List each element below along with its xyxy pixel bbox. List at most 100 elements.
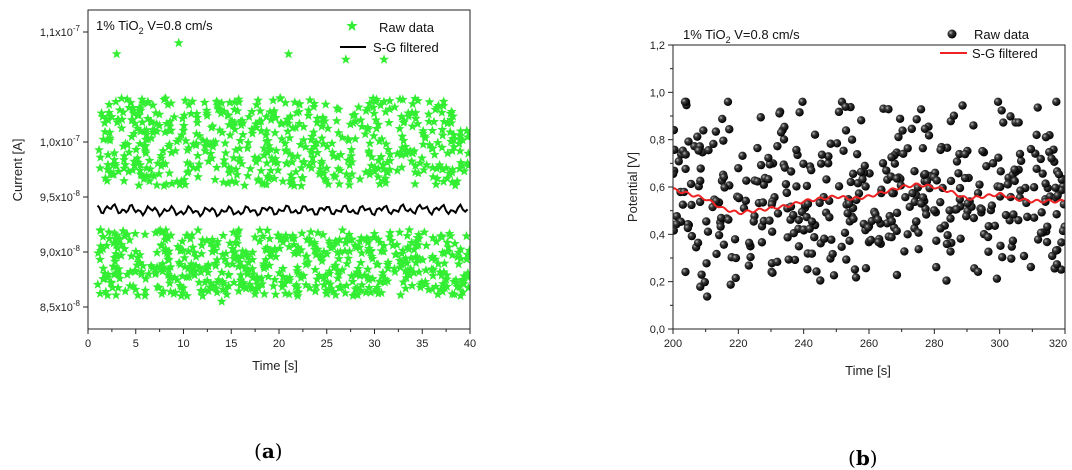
chart-a-raw-point	[439, 248, 450, 258]
chart-b-raw-point	[816, 159, 826, 168]
chart-a-raw-point	[428, 264, 439, 275]
chart-a-raw-point	[328, 241, 339, 252]
chart-a-raw-point	[95, 152, 106, 162]
chart-a-raw-point	[197, 234, 208, 245]
chart-a-raw-point	[113, 166, 124, 176]
chart-a-raw-point	[135, 159, 146, 170]
chart-a-raw-point	[394, 255, 405, 265]
chart-a-raw-point	[232, 238, 243, 248]
chart-a-raw-point	[236, 158, 247, 169]
chart-a-raw-point	[160, 243, 171, 254]
chart-a-raw-point	[400, 141, 411, 151]
chart-a-raw-point	[217, 276, 228, 286]
chart-b-raw-point	[773, 209, 783, 218]
chart-a-raw-point	[261, 111, 272, 122]
chart-a-raw-point	[377, 270, 388, 281]
chart-a-raw-point	[374, 276, 385, 286]
chart-a-raw-point	[304, 282, 315, 293]
chart-a-raw-point	[396, 111, 407, 121]
chart-a-raw-point	[362, 264, 373, 274]
chart-b-raw-point	[842, 255, 851, 264]
chart-a-raw-point	[233, 261, 244, 271]
chart-a-raw-point	[227, 243, 238, 253]
chart-b-raw-point	[1029, 183, 1039, 192]
chart-a-raw-point	[235, 280, 246, 290]
chart-a-raw-point	[94, 144, 104, 155]
chart-a-raw-point	[188, 162, 199, 173]
chart-a-raw-point	[300, 141, 311, 152]
chart-a-raw-point	[258, 258, 269, 269]
chart-b-raw-point	[988, 159, 998, 168]
chart-a-xtick-label: 20	[273, 338, 285, 350]
chart-a-raw-point	[319, 115, 330, 126]
chart-a-raw-point	[238, 277, 249, 288]
chart-a-raw-point	[260, 129, 271, 140]
chart-a-raw-point	[401, 258, 412, 268]
chart-a-raw-point	[251, 99, 262, 110]
chart-a-raw-point	[354, 270, 365, 281]
chart-b-raw-point	[839, 146, 848, 155]
chart-a-raw-point	[455, 145, 465, 156]
chart-a-raw-point	[424, 139, 435, 150]
chart-a-raw-point	[341, 280, 352, 290]
chart-a-raw-point	[165, 230, 176, 240]
chart-a-raw-point	[379, 54, 389, 64]
chart-a-raw-point	[259, 143, 270, 153]
chart-b-raw-point	[1010, 165, 1019, 174]
chart-a-raw-point	[119, 243, 130, 254]
chart-a-raw-point	[319, 173, 330, 184]
chart-a-raw-point	[297, 173, 307, 183]
chart-a-raw-point	[382, 167, 393, 177]
chart-a-raw-point	[268, 95, 279, 105]
chart-b-raw-point	[922, 177, 932, 186]
chart-a-raw-point	[383, 144, 394, 154]
chart-a-ytick-label: 8,5x10-8	[40, 299, 81, 314]
chart-a-raw-point	[320, 270, 331, 280]
chart-b-raw-point	[767, 227, 777, 236]
chart-b-raw-point	[996, 241, 1005, 250]
chart-a-raw-point	[141, 171, 152, 181]
chart-a-raw-point	[223, 269, 234, 279]
chart-a-raw-point	[182, 157, 193, 168]
chart-a-raw-point	[132, 110, 143, 120]
chart-a-raw-point	[462, 131, 470, 142]
chart-a-raw-point	[284, 241, 295, 252]
chart-a-raw-point	[153, 282, 164, 292]
chart-b-ytick-label: 0,0	[650, 324, 665, 336]
chart-a-raw-point	[373, 171, 384, 182]
chart-b-raw-point	[887, 233, 896, 242]
chart-a-raw-point	[157, 258, 168, 269]
chart-a-raw-point	[322, 277, 333, 287]
chart-a-raw-point	[364, 146, 374, 156]
chart-b-ytick-label: 0,4	[650, 229, 665, 241]
chart-a-raw-point	[193, 225, 204, 235]
chart-a-raw-point	[463, 282, 470, 293]
chart-b-raw-point	[1015, 149, 1025, 159]
chart-a-raw-point	[157, 158, 168, 168]
chart-a-raw-point	[284, 289, 295, 299]
chart-a-raw-point	[314, 168, 325, 179]
chart-a-raw-point	[134, 180, 144, 190]
chart-a-raw-point	[291, 107, 302, 118]
chart-a-raw-point	[110, 96, 121, 106]
chart-a-raw-point	[251, 275, 262, 286]
chart-a-raw-point	[220, 147, 231, 158]
chart-a-raw-point	[196, 248, 207, 259]
chart-a-raw-point	[158, 286, 169, 296]
chart-b-raw-point	[696, 164, 705, 173]
chart-a-raw-point	[355, 285, 366, 295]
chart-b-raw-point	[718, 114, 727, 124]
chart-a-raw-point	[120, 159, 131, 169]
chart-a-raw-point	[389, 263, 400, 274]
chart-a-raw-point	[140, 229, 150, 239]
chart-b-raw-point	[873, 215, 883, 224]
chart-b-raw-point	[807, 217, 817, 226]
chart-a-raw-point	[431, 236, 442, 246]
chart-a-raw-point	[186, 108, 197, 118]
chart-b-raw-point	[961, 211, 971, 221]
chart-a-raw-point	[309, 141, 320, 151]
chart-a-raw-point	[188, 260, 199, 271]
chart-b-raw-point	[798, 97, 807, 107]
chart-b-raw-point	[789, 210, 798, 220]
chart-a-raw-point	[256, 125, 267, 136]
